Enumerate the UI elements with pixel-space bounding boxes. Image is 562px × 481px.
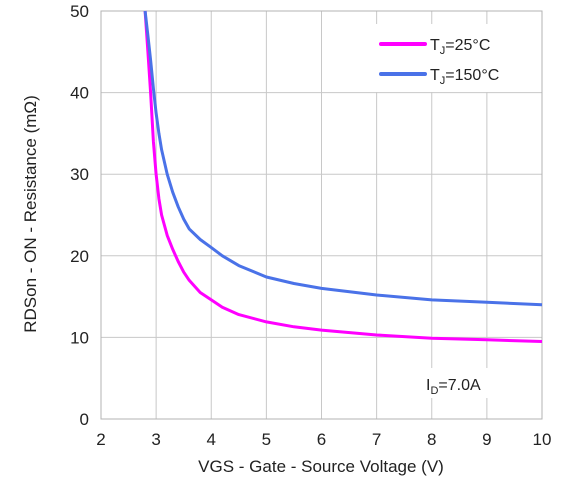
curves <box>143 10 543 343</box>
series-line-tj-150c <box>143 10 543 307</box>
legend-label-tj-25c-rest: =25°C <box>445 37 490 54</box>
drain-current-annotation: ID=7.0A <box>422 368 526 398</box>
x-tick-label-3: 3 <box>151 430 160 449</box>
x-axis-title: VGS - Gate - Source Voltage (V) <box>198 457 444 476</box>
legend-label-tj-150c-sub: J <box>440 75 446 87</box>
legend-label-tj-150c-main: T <box>430 67 440 84</box>
legend-label-tj-25c: TJ=25°C <box>430 37 490 57</box>
x-tick-label-6: 6 <box>317 430 326 449</box>
annotation-main: I <box>426 377 430 394</box>
legend-label-tj-150c-rest: =150°C <box>445 67 499 84</box>
x-tick-label-2: 2 <box>96 430 105 449</box>
y-tick-label-10: 10 <box>70 328 89 347</box>
x-tick-label-9: 9 <box>482 430 491 449</box>
x-tick-label-7: 7 <box>372 430 381 449</box>
y-axis-title: RDSon - ON - Resistance (mΩ) <box>21 95 40 333</box>
y-tick-label-50: 50 <box>70 2 89 21</box>
legend: TJ=25°C TJ=150°C <box>372 24 534 92</box>
plot-border <box>100 10 543 420</box>
legend-label-tj-25c-sub: J <box>440 45 446 57</box>
y-tick-label-0: 0 <box>80 410 89 429</box>
x-tick-label-10: 10 <box>533 430 552 449</box>
annotation-background <box>422 368 526 398</box>
x-tick-label-5: 5 <box>262 430 271 449</box>
x-tick-label-4: 4 <box>207 430 216 449</box>
series-line-tj-25c <box>143 10 543 343</box>
x-tick-labels: 2 3 4 5 6 7 8 9 10 <box>96 430 551 449</box>
annotation-text: ID=7.0A <box>426 377 481 397</box>
y-tick-label-40: 40 <box>70 84 89 103</box>
x-tick-label-8: 8 <box>427 430 436 449</box>
annotation-rest: =7.0A <box>438 377 481 394</box>
y-tick-label-20: 20 <box>70 247 89 266</box>
y-tick-labels: 0 10 20 30 40 50 <box>70 2 89 429</box>
legend-label-tj-25c-main: T <box>430 37 440 54</box>
legend-label-tj-150c: TJ=150°C <box>430 67 499 87</box>
y-tick-label-30: 30 <box>70 165 89 184</box>
annotation-sub: D <box>430 385 438 397</box>
legend-background <box>372 24 534 92</box>
